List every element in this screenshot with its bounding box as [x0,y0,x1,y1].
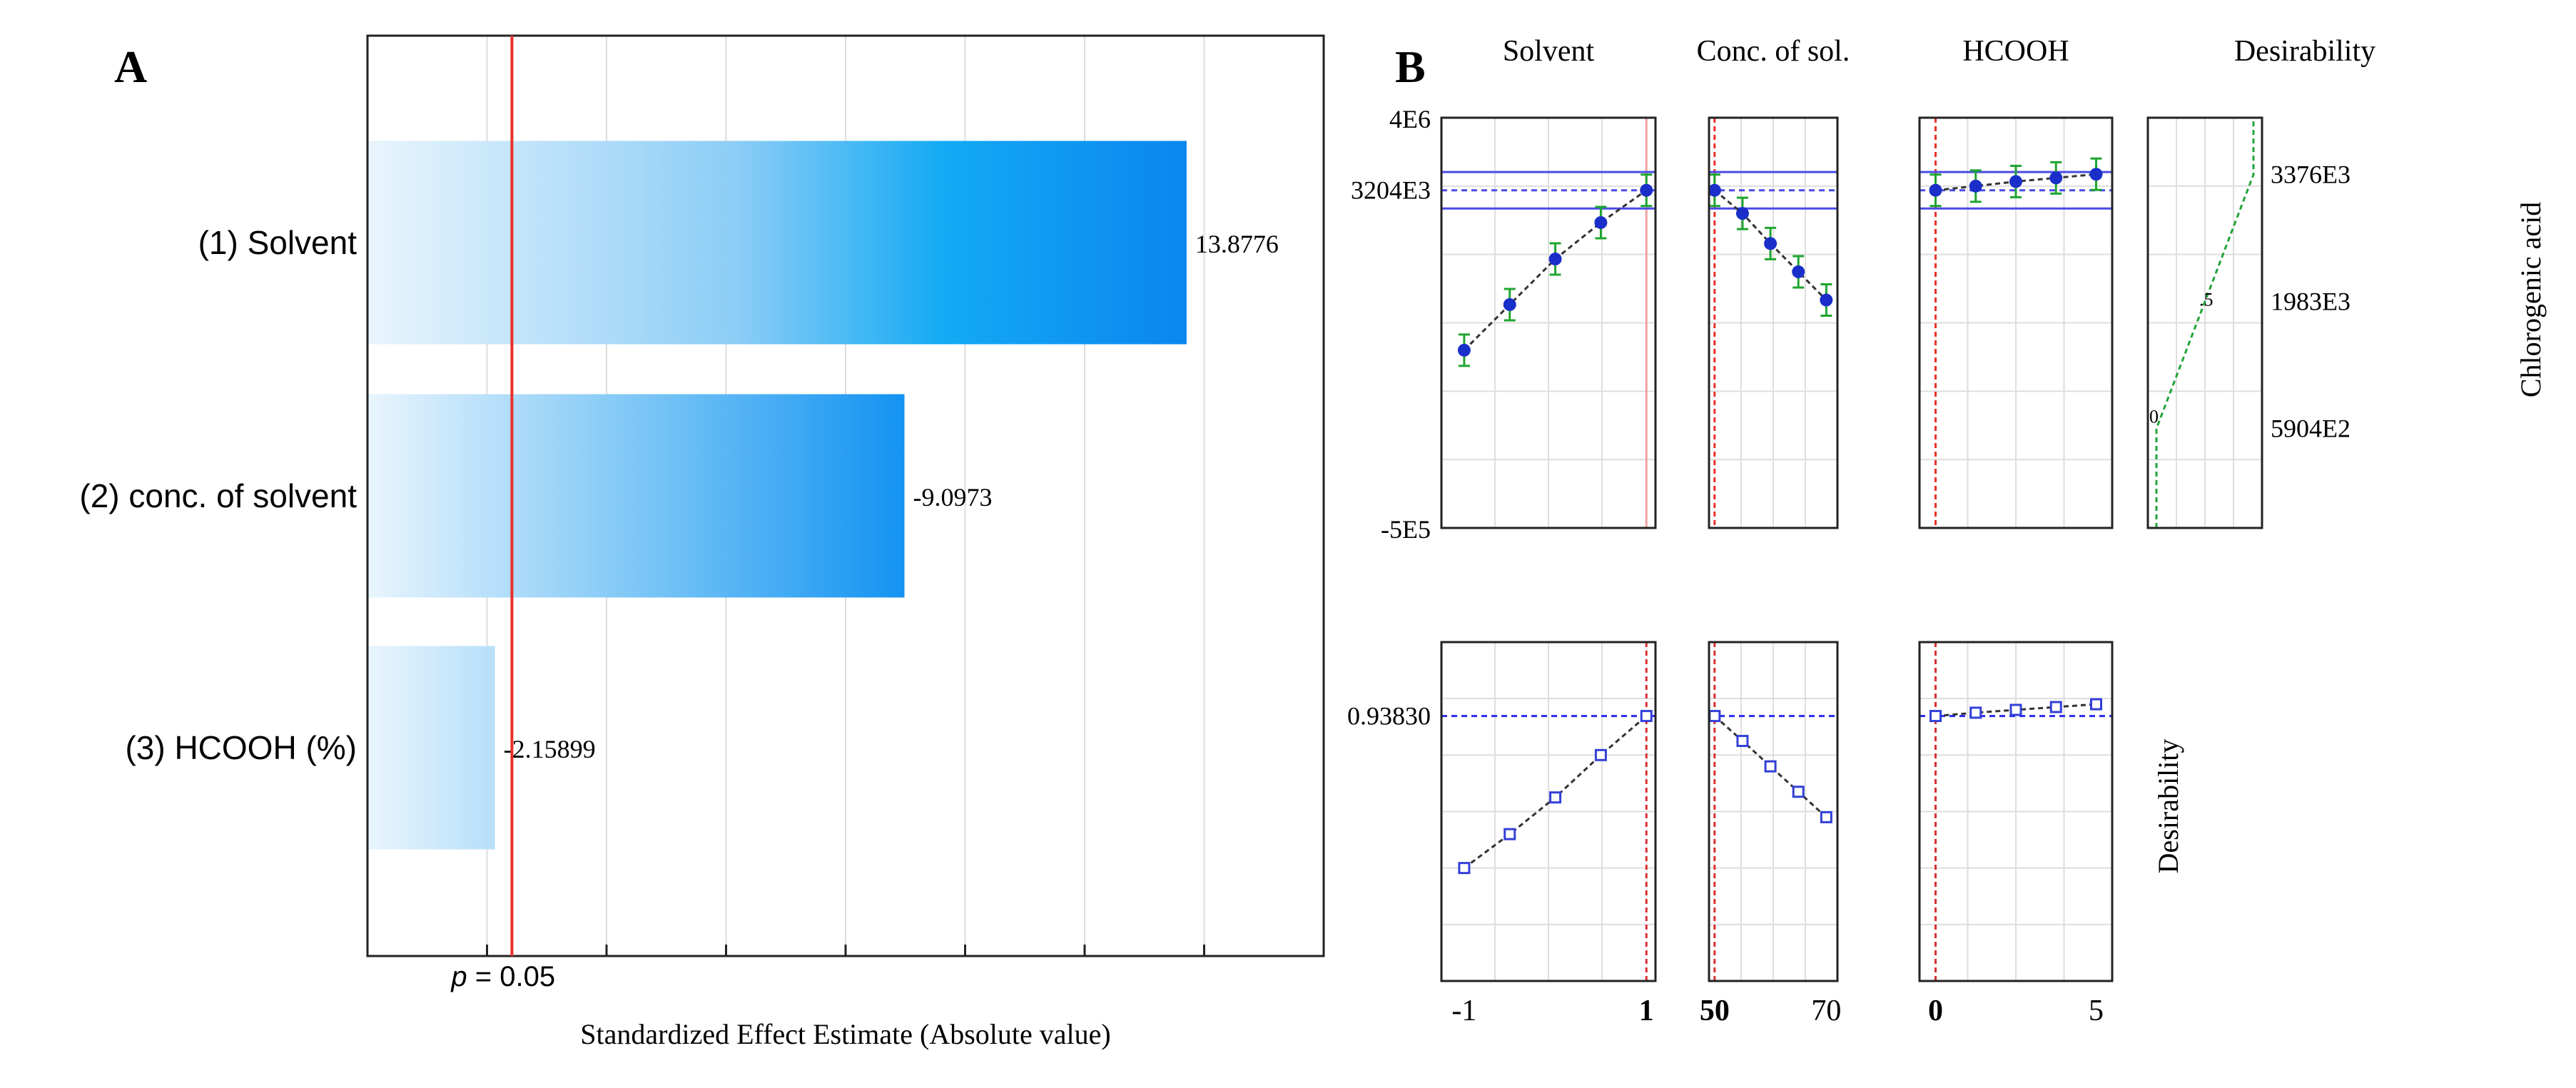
data-point [1457,343,1471,357]
desirability-marker [1820,810,1832,823]
data-point [1640,183,1653,197]
desirability-mark-half: .5 [2199,290,2214,310]
desirability-marker [1969,706,1982,719]
profile-cell-frame [1918,116,2114,529]
profile-cell-frame [1708,116,1839,529]
data-point [1503,298,1516,311]
data-point [2049,171,2063,185]
desirability-axis-label: Desirability [2152,739,2184,874]
data-point [1708,183,1721,197]
desirability-marker [1792,786,1805,798]
desirability-marker [1708,710,1721,723]
desirability-marker [1764,760,1777,773]
pareto-category-label: (2) conc. of solvent [79,477,357,514]
p-italic: p [450,961,467,992]
desirability-marker [2049,701,2062,713]
desirability-marker [2090,698,2102,711]
pareto-value-label: 13.8776 [1195,230,1279,258]
pareto-xticks [486,945,1205,956]
data-point [1735,207,1749,220]
data-point [2009,175,2022,188]
data-point [2089,168,2103,181]
pareto-x-axis-label: Standardized Effect Estimate (Absolute v… [580,1018,1110,1050]
profile-x-tick-label: 1 [1639,995,1654,1027]
pareto-category-labels: (1) Solvent (2) conc. of solvent (3) HCOOH… [79,224,357,766]
panel-b-letter: B [1395,41,1426,92]
data-point [1792,265,1805,278]
pareto-category-label: (1) Solvent [198,224,358,261]
response-y-tick-label: -5E5 [1381,515,1431,544]
desirability-marker [1458,862,1471,875]
p-rest: = 0.05 [467,961,555,992]
desirability-marker [1930,710,1942,723]
desirability-cell-frame [1440,641,1657,982]
pareto-value-labels: 13.8776 -9.0973 -2.15899 [504,230,1279,763]
desirability-marker [1549,791,1562,804]
panel-a-letter: A [114,41,147,92]
profile-x-tick-label: 5 [2089,995,2104,1027]
profile-x-tick-label: 70 [1811,995,1841,1027]
desirability-function-tick-label: 3376E3 [2271,161,2351,189]
desirability-marker [1640,710,1653,723]
profile-x-tick-label: 50 [1700,995,1730,1027]
profile-x-tick-label: 0 [1928,995,1943,1027]
pareto-value-label: -9.0973 [913,483,992,512]
pareto-value-label: -2.15899 [504,735,596,763]
profile-cell-frame [1440,116,1657,529]
desirability-marker [2009,703,2022,716]
response-y-tick-label: 3204E3 [1351,176,1431,205]
pareto-bars [367,141,1187,850]
desirability-function-tick-label: 5904E2 [2271,415,2351,443]
profile-chart: B Solvent Conc. of sol. HCOOH Desirability … [1347,35,2547,1027]
desirability-function-tick-label: 1983E3 [2271,288,2351,316]
pareto-category-label: (3) HCOOH (%) [125,729,357,766]
profile-cells: 0.5 [1440,116,2263,982]
p-value-label: p = 0.05 [450,961,555,992]
pareto-bar [367,394,905,598]
column-header: Conc. of sol. [1697,35,1850,68]
column-header: Solvent [1503,35,1595,68]
data-point [1969,179,1982,193]
desirability-mark-zero: 0 [2149,407,2159,427]
response-axis-label: Chlorogenic acid [2515,202,2547,397]
desirability-function-curve [2155,118,2255,528]
desirability-marker [1594,748,1607,761]
desirability-cell-frame [1708,641,1839,982]
column-header: HCOOH [1962,35,2069,68]
desirability-cell-frame [1918,641,2114,982]
column-header: Desirability [2234,35,2375,68]
profile-x-tick-labels: -1 1 50 70 0 5 [1451,995,2104,1027]
response-y-tick-label: 4E6 [1389,105,1431,133]
data-point [1594,215,1608,229]
profile-x-tick-label: -1 [1451,995,1476,1027]
pareto-bar [367,141,1187,345]
pareto-bar [367,646,495,850]
desirability-function-frame [2146,116,2263,529]
desirability-marker [1736,735,1749,748]
data-point [1820,293,1833,307]
data-point [1764,237,1778,250]
profile-y-tick-labels: 4E6 3204E3 -5E5 3376E3 1983E3 5904E2 0.93830 [1347,105,2351,731]
pareto-chart: A (1) Solvent (2) conc. of solvent (3) HCO… [79,34,1325,1050]
desirability-marker [1503,828,1516,840]
data-point [1548,253,1562,266]
profile-column-headers: Solvent Conc. of sol. HCOOH Desirability [1503,35,2375,68]
desirability-y-tick-label: 0.93830 [1347,702,1431,731]
data-point [1929,183,1942,197]
